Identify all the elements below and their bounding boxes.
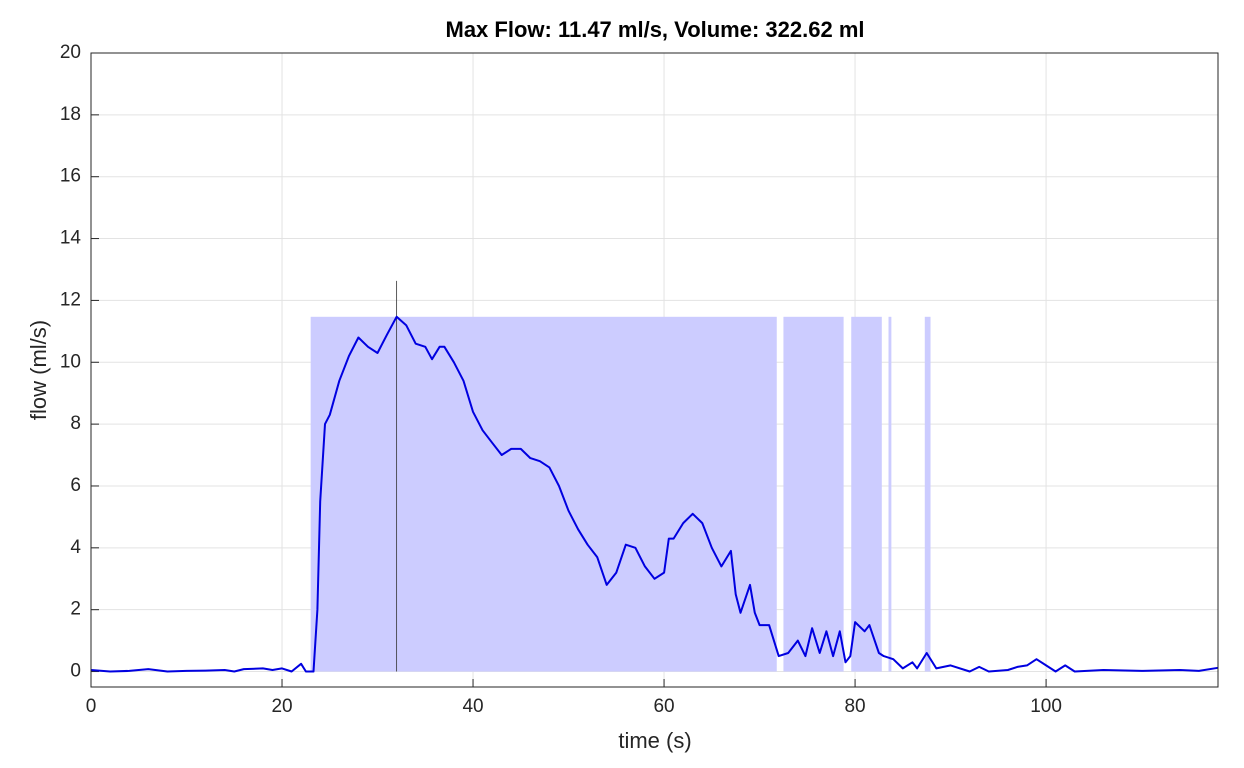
x-tick-label: 20 [271, 696, 292, 717]
y-tick-label: 0 [70, 661, 81, 682]
x-tick-label: 60 [653, 696, 674, 717]
y-tick-label: 2 [70, 599, 81, 620]
y-tick-label: 16 [60, 166, 81, 187]
y-tick-label: 12 [60, 289, 81, 310]
y-tick-label: 10 [60, 351, 81, 372]
x-tick-label: 0 [86, 696, 97, 717]
shaded-interval [310, 316, 777, 672]
y-tick-label: 6 [70, 475, 81, 496]
shaded-interval [888, 316, 892, 672]
plot-frame [90, 52, 1219, 688]
x-axis-label: time (s) [618, 728, 691, 753]
y-tick-label: 18 [60, 104, 81, 125]
y-tick-label: 8 [70, 413, 81, 434]
x-tick-label: 80 [844, 696, 865, 717]
shaded-interval [924, 316, 931, 672]
x-tick-label: 40 [462, 696, 483, 717]
y-tick-label: 14 [60, 228, 82, 249]
shaded-interval [783, 316, 844, 672]
y-tick-label: 20 [60, 42, 81, 63]
flow-line [90, 315, 1219, 673]
shaded-interval [851, 316, 882, 672]
y-axis-label: flow (ml/s) [26, 320, 51, 420]
x-tick-label: 100 [1030, 696, 1062, 717]
chart-title: Max Flow: 11.47 ml/s, Volume: 322.62 ml [446, 17, 865, 42]
y-tick-label: 4 [70, 537, 81, 558]
